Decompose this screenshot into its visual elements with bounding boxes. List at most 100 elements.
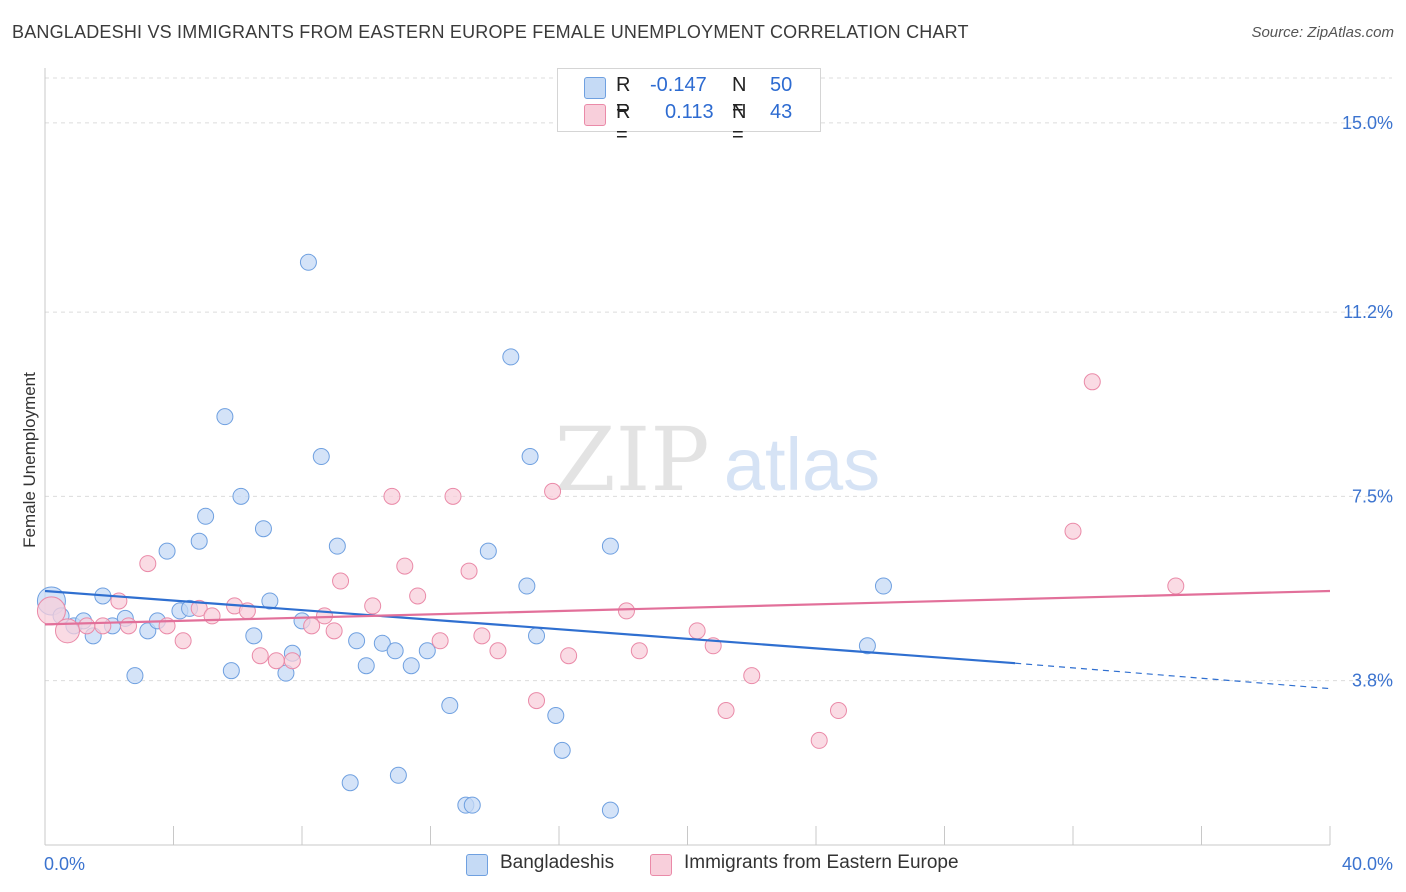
point-bangladeshis bbox=[858, 637, 876, 655]
axes bbox=[44, 68, 1331, 846]
point-bangladeshis bbox=[528, 627, 546, 645]
point-bangladeshis bbox=[553, 741, 571, 759]
point-eastern-europe bbox=[325, 622, 343, 640]
x-tick-label: 0.0% bbox=[44, 854, 85, 874]
point-eastern-europe bbox=[473, 627, 491, 645]
point-eastern-europe bbox=[383, 487, 401, 505]
y-tick-label: 3.8% bbox=[1352, 671, 1393, 691]
point-bangladeshis bbox=[601, 801, 619, 819]
point-eastern-europe bbox=[810, 731, 828, 749]
point-bangladeshis bbox=[441, 697, 459, 715]
n-label: N = bbox=[732, 74, 747, 119]
point-eastern-europe bbox=[444, 487, 462, 505]
trend-line-bangladeshis bbox=[44, 589, 1016, 665]
point-eastern-europe bbox=[688, 622, 706, 640]
point-eastern-europe bbox=[528, 692, 546, 710]
point-eastern-europe bbox=[267, 652, 285, 670]
legend-swatch-pink bbox=[650, 854, 672, 876]
n-value: 43 bbox=[770, 101, 793, 123]
point-bangladeshis bbox=[389, 766, 407, 784]
point-bangladeshis bbox=[254, 520, 272, 538]
point-bangladeshis bbox=[312, 448, 330, 466]
point-bangladeshis bbox=[245, 627, 263, 645]
point-eastern-europe bbox=[251, 647, 269, 665]
correlation-legend: R = -0.147 N = 50 R = 0.113 N = 43 bbox=[557, 68, 821, 146]
point-bangladeshis bbox=[222, 662, 240, 680]
point-bangladeshis bbox=[341, 774, 359, 792]
point-bangladeshis bbox=[402, 657, 420, 675]
point-bangladeshis bbox=[373, 634, 391, 652]
chart-source: Source: ZipAtlas.com bbox=[1251, 24, 1394, 41]
point-eastern-europe bbox=[332, 572, 350, 590]
data-points bbox=[36, 253, 1185, 819]
x-tick-label: 40.0% bbox=[1342, 854, 1393, 874]
r-value: -0.147 bbox=[650, 74, 707, 96]
point-eastern-europe bbox=[94, 617, 112, 635]
point-eastern-europe bbox=[617, 602, 635, 620]
point-eastern-europe bbox=[460, 562, 478, 580]
point-bangladeshis bbox=[547, 707, 565, 725]
point-bangladeshis bbox=[418, 642, 436, 660]
legend-swatch-blue bbox=[466, 854, 488, 876]
point-eastern-europe bbox=[489, 642, 507, 660]
n-label: N = bbox=[732, 101, 747, 146]
point-eastern-europe bbox=[203, 607, 221, 625]
trend-lines bbox=[44, 589, 1331, 690]
point-eastern-europe bbox=[1064, 522, 1082, 540]
point-eastern-europe bbox=[544, 482, 562, 500]
point-bangladeshis bbox=[261, 592, 279, 610]
point-eastern-europe bbox=[396, 557, 414, 575]
point-eastern-europe bbox=[78, 617, 96, 635]
point-bangladeshis bbox=[197, 507, 215, 525]
point-bangladeshis bbox=[299, 253, 317, 271]
point-bangladeshis bbox=[386, 642, 404, 660]
legend-swatch-pink bbox=[584, 104, 606, 126]
trend-line-eastern-europe bbox=[44, 589, 1331, 626]
point-eastern-europe bbox=[120, 617, 138, 635]
point-eastern-europe bbox=[409, 587, 427, 605]
y-tick-label: 7.5% bbox=[1352, 486, 1393, 506]
grid-lines bbox=[45, 77, 1392, 682]
point-bangladeshis bbox=[190, 532, 208, 550]
r-label: R = bbox=[616, 101, 631, 146]
watermark-zip: ZIP bbox=[554, 408, 709, 511]
point-bangladeshis bbox=[479, 542, 497, 560]
point-bangladeshis bbox=[232, 487, 250, 505]
point-bangladeshis bbox=[463, 796, 481, 814]
point-eastern-europe bbox=[54, 618, 80, 644]
point-bangladeshis bbox=[601, 537, 619, 555]
point-eastern-europe bbox=[139, 555, 157, 573]
y-tick-label: 15.0% bbox=[1342, 113, 1393, 133]
point-eastern-europe bbox=[364, 597, 382, 615]
point-bangladeshis bbox=[216, 408, 234, 426]
point-bangladeshis bbox=[357, 657, 375, 675]
point-bangladeshis bbox=[328, 537, 346, 555]
point-eastern-europe bbox=[1083, 373, 1101, 391]
point-bangladeshis bbox=[348, 632, 366, 650]
trend-line-extension bbox=[1015, 662, 1331, 690]
tick-labels: 3.8% 7.5% 11.2% 15.0% 0.0% 40.0% bbox=[44, 113, 1393, 874]
legend-swatch-blue bbox=[584, 77, 606, 99]
point-eastern-europe bbox=[431, 632, 449, 650]
point-eastern-europe bbox=[190, 599, 208, 617]
r-label: R = bbox=[616, 74, 631, 119]
point-bangladeshis bbox=[518, 577, 536, 595]
chart-title: BANGLADESHI VS IMMIGRANTS FROM EASTERN E… bbox=[12, 22, 969, 42]
r-value: 0.113 bbox=[665, 101, 714, 123]
point-eastern-europe bbox=[743, 667, 761, 685]
point-eastern-europe bbox=[1167, 577, 1185, 595]
point-eastern-europe bbox=[630, 642, 648, 660]
y-tick-label: 11.2% bbox=[1343, 302, 1393, 322]
point-eastern-europe bbox=[174, 632, 192, 650]
point-eastern-europe bbox=[560, 647, 578, 665]
point-eastern-europe bbox=[717, 702, 735, 720]
point-bangladeshis bbox=[502, 348, 520, 366]
point-eastern-europe bbox=[829, 702, 847, 720]
legend-label: Immigrants from Eastern Europe bbox=[684, 852, 959, 873]
n-value: 50 bbox=[770, 74, 793, 96]
point-bangladeshis bbox=[874, 577, 892, 595]
point-bangladeshis bbox=[158, 542, 176, 560]
watermark-atlas: atlas bbox=[724, 423, 880, 506]
y-axis-label: Female Unemployment bbox=[20, 372, 39, 548]
